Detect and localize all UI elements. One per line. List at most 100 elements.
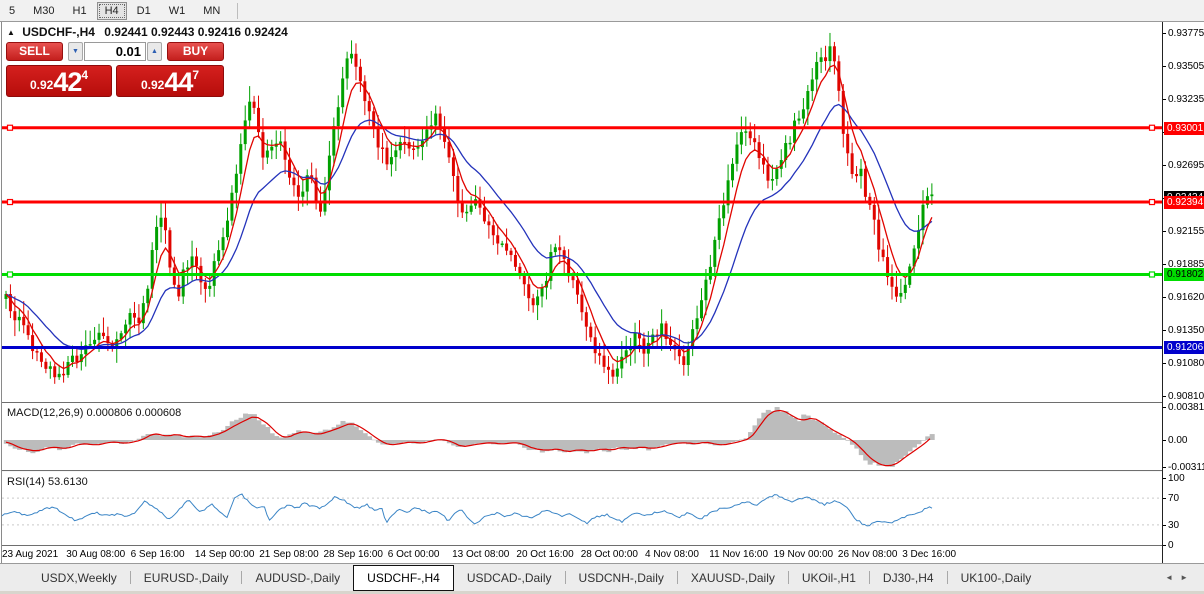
axis-tick-mark	[1163, 99, 1166, 101]
buy-price-pipette: 7	[192, 68, 200, 82]
timeframe-toolbar: 5 M30 H1 H4 D1 W1 MN	[0, 0, 1204, 22]
axis-tick-mark	[1163, 545, 1166, 546]
time-axis-label: 19 Nov 00:00	[773, 549, 834, 560]
tab-divider	[241, 571, 243, 584]
chart-tab-bar: USDX,Weekly EURUSD-,Daily AUDUSD-,Daily USD…	[0, 563, 1204, 591]
time-axis-label: 6 Sep 16:00	[130, 549, 185, 560]
buy-button[interactable]: BUY	[167, 42, 224, 61]
tab-scroll-left-icon[interactable]: ◄	[1165, 573, 1174, 582]
time-axis-label: 11 Nov 16:00	[709, 549, 769, 560]
axis-tick-label: 0.003811	[1168, 401, 1204, 413]
toolbar-separator	[237, 2, 239, 19]
chart-tab-usdx-weekly[interactable]: USDX,Weekly	[41, 570, 117, 585]
timeframe-button-h1[interactable]: H1	[72, 5, 87, 17]
volume-decrease-button[interactable]: ▼	[68, 42, 83, 61]
sell-price-display[interactable]: 0.92 42 4	[6, 65, 112, 97]
time-axis-label: 21 Sep 08:00	[259, 549, 319, 560]
axis-tick-label: 0.91350	[1168, 324, 1204, 336]
macd-indicator-plot[interactable]	[2, 403, 1162, 470]
timeframe-button-d1[interactable]: D1	[136, 5, 151, 17]
time-axis-label: 30 Aug 08:00	[66, 549, 126, 560]
volume-increase-button[interactable]: ▲	[147, 42, 162, 61]
chart-tab-uk100-daily[interactable]: UK100-,Daily	[960, 570, 1032, 585]
sell-button[interactable]: SELL	[6, 42, 63, 61]
timeframe-button-h4[interactable]: H4	[96, 1, 127, 20]
macd-label: MACD(12,26,9) 0.000806 0.000608	[7, 407, 182, 419]
axis-tick-label: 0.92155	[1168, 226, 1204, 238]
time-axis-label: 28 Sep 16:00	[323, 549, 384, 560]
time-axis-label: 14 Sep 00:00	[194, 549, 255, 560]
collapse-panel-icon[interactable]: ▲	[7, 28, 15, 37]
chart-tab-usdchf-h4[interactable]: USDCHF-,H4	[353, 564, 454, 591]
axis-tick-mark	[1163, 466, 1166, 468]
tab-divider	[787, 571, 789, 584]
axis-tick-mark	[1163, 264, 1166, 266]
ma-fast-line	[5, 64, 933, 370]
chart-tab-eurusd-daily[interactable]: EURUSD-,Daily	[143, 570, 229, 585]
chart-symbol-label: USDCHF-,H4	[22, 25, 95, 39]
tab-divider	[129, 571, 131, 584]
axis-tick-mark	[1163, 33, 1166, 34]
axis-tick-label: 0.91620	[1168, 291, 1204, 303]
level-price-label: 0.91206	[1164, 341, 1204, 355]
price-chart-plot[interactable]	[2, 22, 1162, 402]
axis-tick-mark	[1163, 329, 1166, 331]
volume-input[interactable]	[84, 42, 146, 61]
one-click-trade-panel: SELL ▼ ▲ BUY 0.92 42 4 0.92 44 7	[6, 42, 224, 97]
price-axis[interactable]: 0.937750.935050.932350.929650.926950.924…	[1162, 22, 1204, 563]
buy-price-display[interactable]: 0.92 44 7	[116, 65, 224, 97]
axis-tick-label: 0.91885	[1168, 259, 1204, 271]
axis-tick-label: 0.92695	[1168, 160, 1204, 172]
macd-histogram	[3, 407, 935, 467]
axis-tick-label: 100	[1168, 473, 1185, 484]
panel-separator	[2, 402, 1204, 403]
axis-tick-label: 0.93235	[1168, 94, 1204, 106]
sell-price-pipette: 4	[81, 68, 89, 82]
chart-tab-usdcad-daily[interactable]: USDCAD-,Daily	[466, 570, 552, 585]
tab-divider	[946, 571, 948, 584]
chart-left-border	[1, 22, 2, 563]
axis-tick-label: -0.00311	[1168, 461, 1204, 473]
time-axis-label: 6 Oct 00:00	[387, 549, 440, 560]
buy-price-main: 44	[164, 67, 193, 97]
rsi-indicator-plot[interactable]	[2, 472, 1162, 545]
tab-divider	[676, 571, 678, 584]
axis-tick-mark	[1163, 395, 1166, 397]
time-axis-label: 28 Oct 00:00	[580, 549, 638, 560]
timeframe-button-mn[interactable]: MN	[203, 5, 221, 17]
axis-tick-label: 0.90810	[1168, 390, 1204, 402]
line-anchor-marker	[6, 271, 14, 278]
axis-tick-mark	[1163, 296, 1166, 298]
buy-price-prefix: 0.92	[140, 78, 165, 92]
axis-tick-label: 0.93775	[1168, 28, 1204, 39]
timeframe-button-5[interactable]: 5	[9, 5, 16, 17]
axis-tick-label: 30	[1168, 519, 1180, 531]
window-bottom-strip	[0, 591, 1204, 594]
chart-tab-xauusd-daily[interactable]: XAUUSD-,Daily	[690, 570, 775, 585]
timeframe-button-w1[interactable]: W1	[168, 5, 186, 17]
time-axis[interactable]: 23 Aug 2021 30 Aug 08:00 6 Sep 16:00 14 Sep…	[2, 545, 1162, 563]
level-price-label: 0.93001	[1164, 121, 1204, 135]
chart-tab-dj30-h4[interactable]: DJ30-,H4	[882, 570, 934, 585]
axis-tick-label: 0.00	[1168, 435, 1188, 446]
line-anchor-marker	[6, 198, 14, 206]
candles-layer	[4, 32, 934, 384]
axis-tick-label: 0.91080	[1168, 357, 1204, 369]
tab-scroll-right-icon[interactable]: ►	[1180, 573, 1188, 582]
macd-signal-line	[5, 409, 931, 467]
chart-tab-audusd-daily[interactable]: AUDUSD-,Daily	[255, 570, 341, 585]
chart-header: ▲ USDCHF-,H4 0.92441 0.92443 0.92416 0.9…	[7, 25, 288, 39]
time-axis-label: 13 Oct 08:00	[452, 549, 510, 560]
timeframe-button-m30[interactable]: M30	[33, 5, 55, 17]
chart-tab-usdcnh-daily[interactable]: USDCNH-,Daily	[578, 570, 664, 585]
line-anchor-marker	[1148, 198, 1156, 206]
tab-divider	[868, 571, 870, 584]
line-anchor-marker	[1148, 271, 1156, 278]
panel-separator	[2, 470, 1204, 472]
axis-tick-mark	[1163, 66, 1166, 68]
axis-tick-mark	[1163, 362, 1166, 364]
axis-tick-label: 70	[1168, 493, 1180, 505]
tab-scroll-arrows: ◄ ►	[1158, 573, 1188, 582]
chart-tab-ukoil-h1[interactable]: UKOil-,H1	[801, 570, 856, 585]
